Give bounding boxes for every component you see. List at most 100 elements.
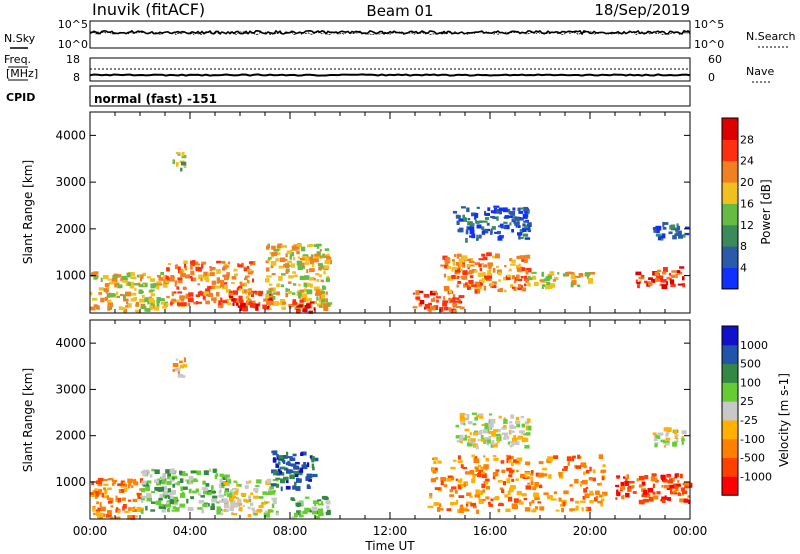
- heatmap-cell: [465, 282, 468, 286]
- heatmap-cell: [292, 271, 296, 274]
- heatmap-cell: [258, 292, 263, 297]
- heatmap-cell: [127, 499, 131, 502]
- heatmap-cell: [460, 421, 466, 425]
- heatmap-cell: [201, 509, 205, 514]
- heatmap-cell: [296, 260, 303, 266]
- heatmap-cell: [219, 473, 224, 477]
- heatmap-cell: [255, 307, 259, 311]
- heatmap-cell: [158, 277, 164, 281]
- heatmap-cell: [309, 301, 315, 304]
- heatmap-cell: [595, 495, 599, 499]
- heatmap-cell: [216, 506, 221, 511]
- heatmap-cell: [248, 495, 252, 499]
- heatmap-cell: [435, 296, 441, 299]
- heatmap-cell: [266, 300, 271, 305]
- heatmap-cell: [132, 498, 138, 503]
- heatmap-cell: [186, 498, 189, 504]
- heatmap-cell: [224, 508, 228, 513]
- heatmap-cell: [209, 468, 212, 472]
- heatmap-cell: [685, 226, 690, 229]
- heatmap-cell: [677, 492, 681, 495]
- heatmap-cell: [175, 161, 179, 167]
- heatmap-cell: [504, 215, 510, 219]
- heatmap-cell: [265, 305, 270, 308]
- heatmap-cell: [438, 508, 444, 511]
- heatmap-cell: [216, 509, 221, 515]
- heatmap-cell: [302, 297, 306, 303]
- heatmap-cell: [483, 455, 486, 458]
- heatmap-cell: [455, 214, 460, 219]
- heatmap-cell: [308, 310, 314, 314]
- heatmap-cell: [458, 259, 465, 262]
- heatmap-cell: [202, 504, 208, 508]
- heatmap-cell: [107, 306, 111, 311]
- heatmap-cell: [442, 255, 448, 260]
- heatmap-cell: [466, 442, 473, 447]
- heatmap-cell: [313, 258, 319, 263]
- heatmap-cell: [248, 298, 251, 302]
- heatmap-cell: [110, 305, 113, 308]
- colorbar-tick-label: 25: [740, 395, 754, 408]
- heatmap-cell: [552, 279, 556, 282]
- heatmap-cell: [684, 232, 690, 236]
- heatmap-cell: [235, 488, 239, 493]
- heatmap-cell: [231, 282, 235, 285]
- heatmap-cell: [227, 493, 232, 498]
- heatmap-cell: [191, 478, 197, 482]
- heatmap-cell: [160, 271, 164, 275]
- heatmap-cell: [583, 488, 587, 493]
- heatmap-cell: [497, 236, 503, 241]
- heatmap-cell: [267, 259, 271, 262]
- heatmap-cell: [314, 256, 320, 259]
- heatmap-cell: [209, 272, 215, 276]
- heatmap-cell: [326, 253, 330, 258]
- heatmap-cell: [306, 297, 312, 302]
- heatmap-cell: [123, 481, 126, 484]
- heatmap-cell: [442, 300, 449, 304]
- heatmap-cell: [488, 267, 492, 271]
- heatmap-cell: [620, 485, 625, 490]
- heatmap-cell: [635, 271, 642, 276]
- heatmap-cell: [679, 266, 685, 269]
- heatmap-cell: [663, 267, 668, 272]
- heatmap-cell: [525, 485, 532, 490]
- heatmap-cell: [195, 266, 202, 272]
- heatmap-cell: [191, 260, 196, 265]
- heatmap-cell: [167, 475, 171, 480]
- heatmap-cell: [167, 488, 171, 493]
- heatmap-cell: [296, 250, 300, 255]
- heatmap-cell: [548, 474, 552, 479]
- heatmap-cell: [451, 274, 456, 279]
- heatmap-cell: [320, 298, 326, 303]
- heatmap-cell: [412, 306, 418, 309]
- heatmap-cell: [107, 299, 112, 303]
- heatmap-cell: [235, 497, 239, 500]
- heatmap-cell: [486, 429, 490, 434]
- heatmap-cell: [486, 273, 492, 276]
- heatmap-cell: [319, 248, 322, 252]
- heatmap-cell: [294, 246, 300, 250]
- heatmap-cell: [545, 284, 551, 290]
- heatmap-cell: [512, 286, 515, 289]
- heatmap-cell: [466, 207, 470, 213]
- heatmap-cell: [517, 284, 522, 288]
- heatmap-cell: [471, 412, 478, 415]
- heatmap-cell: [276, 454, 279, 457]
- power-colorbar-label: Power [dB]: [759, 179, 773, 244]
- heatmap-cell: [501, 426, 507, 430]
- heatmap-cell: [100, 277, 103, 282]
- heatmap-cell: [155, 487, 159, 491]
- heatmap-cell: [531, 499, 535, 504]
- heatmap-cell: [657, 235, 663, 241]
- heatmap-cell: [471, 454, 475, 458]
- heatmap-cell: [239, 281, 243, 284]
- heatmap-cell: [466, 492, 472, 496]
- heatmap-cell: [155, 500, 162, 505]
- heatmap-cell: [676, 223, 679, 227]
- heatmap-cell: [276, 473, 281, 476]
- heatmap-cell: [478, 469, 484, 474]
- heatmap-cell: [165, 501, 169, 505]
- heatmap-cell: [95, 490, 99, 496]
- heatmap-cell: [151, 468, 155, 472]
- heatmap-cell: [286, 469, 292, 474]
